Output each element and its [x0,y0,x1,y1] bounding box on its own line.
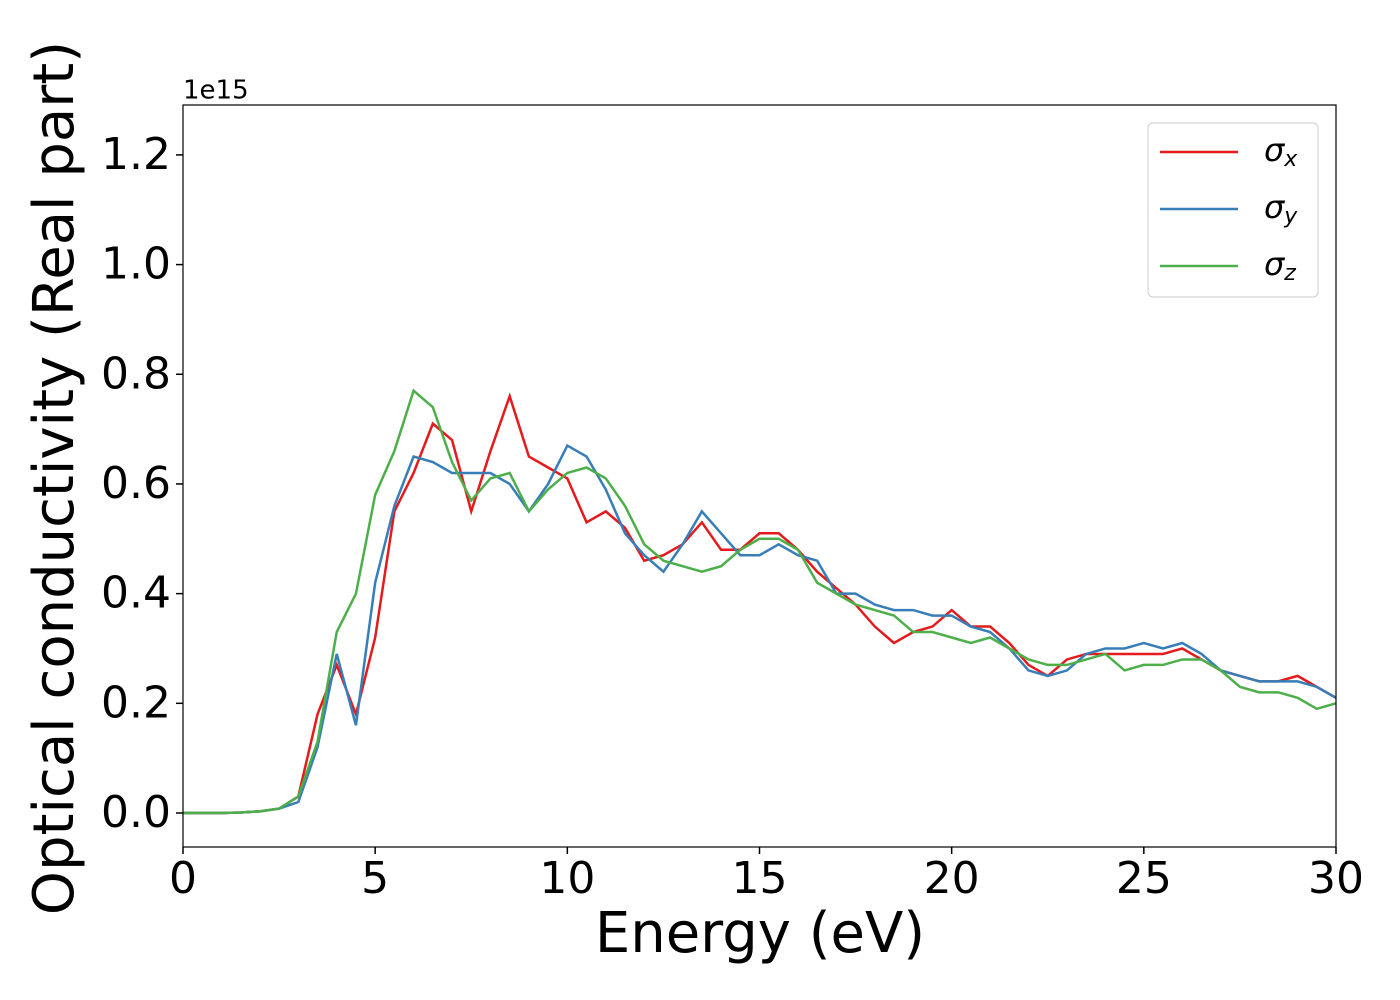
legend-label: σz [1264,245,1296,286]
legend-label: σx [1264,131,1298,172]
x-tick-label: 30 [1308,853,1364,904]
y-tick-label: 0.4 [101,568,171,619]
x-tick-label: 25 [1116,853,1172,904]
series-line [183,388,1336,815]
y-tick-label: 1.2 [101,129,171,180]
x-tick-label: 10 [539,853,595,904]
y-tick-label: 0.2 [101,677,171,728]
y-tick-label: 1.0 [101,239,171,290]
series-line [183,443,1336,815]
offset-label: 1e15 [183,76,249,106]
y-axis-label: Optical conductivity (Real part) [22,41,87,915]
x-tick-label: 5 [361,853,389,904]
x-axis-label: Energy (eV) [595,901,925,966]
legend-label: σy [1264,188,1298,229]
series-line [183,392,1336,815]
x-tick-label: 0 [169,853,197,904]
x-tick-label: 15 [732,853,788,904]
y-tick-label: 0.6 [101,458,171,509]
y-tick-label: 0.0 [101,787,171,838]
x-tick-label: 20 [924,853,980,904]
plot-frame [182,104,1337,848]
y-tick-label: 0.8 [101,348,171,399]
